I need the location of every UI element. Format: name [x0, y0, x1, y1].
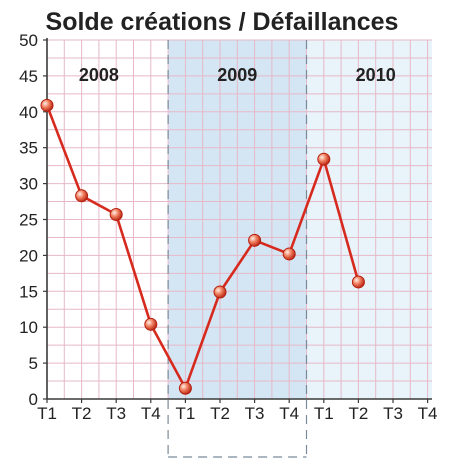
- y-tick-label: 35: [19, 139, 38, 158]
- data-point: [178, 381, 192, 395]
- y-tick-label: 40: [19, 103, 38, 122]
- x-tick-label: T1: [37, 404, 57, 423]
- x-tick-label: T3: [383, 404, 403, 423]
- data-point: [213, 285, 227, 299]
- data-point: [317, 152, 331, 166]
- y-tick-label: 30: [19, 175, 38, 194]
- x-tick-label: T2: [348, 404, 368, 423]
- data-point: [40, 98, 54, 112]
- data-point: [248, 233, 262, 247]
- x-tick-label: T2: [210, 404, 230, 423]
- y-tick-label: 50: [19, 31, 38, 50]
- y-tick-label: 25: [19, 211, 38, 230]
- y-tick-label: 15: [19, 282, 38, 301]
- chart-title: Solde créations / Défaillances: [46, 8, 399, 36]
- data-point: [75, 189, 89, 203]
- y-tick-label: 45: [19, 67, 38, 86]
- year-label: 2009: [217, 65, 257, 85]
- year-separators: [167, 40, 308, 459]
- x-tick-label: T4: [279, 404, 299, 423]
- y-tick-label: 20: [19, 246, 38, 265]
- x-tick-label: T4: [141, 404, 161, 423]
- x-tick-label: T3: [106, 404, 126, 423]
- data-point: [282, 247, 296, 261]
- data-point: [144, 317, 158, 331]
- labels: 0 5 10 15 20 25 30 35 40 45 50 T1 T2 T3 T4 T1 T2 T3 T4 T1 T2…: [19, 31, 437, 423]
- grid: [46, 39, 432, 400]
- x-tick-label: T3: [245, 404, 265, 423]
- x-tick-label: T1: [175, 404, 195, 423]
- y-tick-label: 10: [19, 318, 38, 337]
- x-tick-label: T2: [72, 404, 92, 423]
- data-point: [109, 207, 123, 221]
- series-line: [45, 104, 360, 390]
- x-tick-label: T4: [418, 404, 438, 423]
- x-tick-label: T1: [314, 404, 334, 423]
- axes: [43, 38, 432, 403]
- series: [40, 98, 365, 395]
- data-point: [351, 275, 365, 289]
- y-tick-label: 0: [29, 390, 38, 409]
- y-tick-label: 5: [29, 354, 38, 373]
- year-label: 2008: [79, 65, 119, 85]
- year-label: 2010: [356, 65, 396, 85]
